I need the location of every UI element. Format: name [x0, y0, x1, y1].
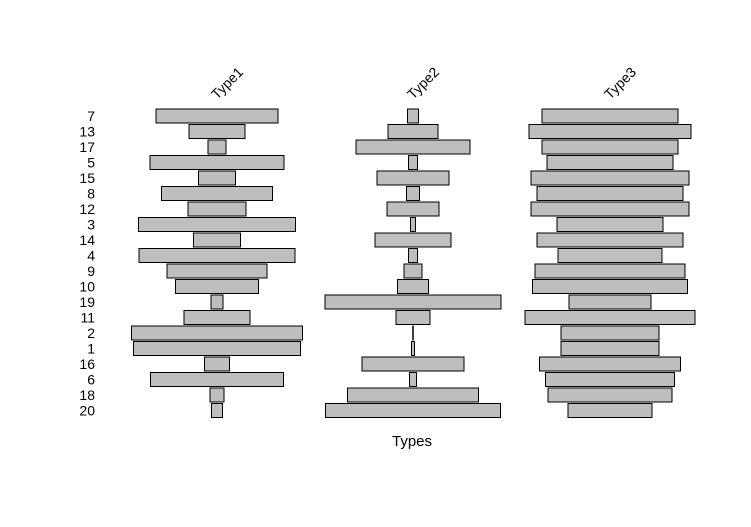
row-label-4: 4 — [87, 248, 95, 264]
bar-type3-3 — [556, 217, 664, 232]
bar-type3-15 — [530, 170, 690, 186]
bar-type1-17 — [207, 139, 227, 155]
bar-type3-1 — [560, 341, 660, 356]
row-label-14: 14 — [79, 232, 95, 248]
row-label-7: 7 — [87, 108, 95, 124]
bar-type3-11 — [524, 310, 696, 325]
bar-type3-14 — [536, 232, 684, 248]
bar-type3-18 — [547, 387, 673, 403]
bar-type2-19 — [324, 294, 502, 310]
bar-type3-5 — [546, 155, 674, 170]
column-label-type3: Type3 — [601, 64, 639, 102]
bar-type1-12 — [187, 201, 247, 217]
bars-group — [131, 108, 696, 418]
row-label-11: 11 — [80, 310, 95, 326]
bar-type1-1 — [133, 341, 301, 356]
bar-type1-18 — [209, 387, 225, 403]
bar-type1-10 — [175, 279, 259, 294]
bar-type1-7 — [155, 108, 279, 124]
bar-type3-10 — [532, 279, 688, 294]
bar-type1-6 — [150, 372, 284, 387]
row-label-9: 9 — [87, 263, 95, 279]
row-label-12: 12 — [79, 201, 95, 217]
column-labels-group: Type1 Type2 Type3 — [208, 64, 639, 102]
bar-type2-16 — [361, 356, 465, 372]
bar-type3-12 — [530, 201, 690, 217]
bar-type1-20 — [211, 403, 223, 418]
bar-type3-13 — [528, 124, 692, 139]
bar-type2-6 — [409, 372, 417, 387]
bar-type3-20 — [567, 403, 653, 418]
bar-type3-17 — [541, 139, 679, 155]
bar-type3-7 — [541, 108, 679, 124]
bar-type2-18 — [347, 387, 479, 403]
row-label-20: 20 — [79, 403, 95, 419]
bar-type3-6 — [545, 372, 675, 387]
bar-type2-17 — [355, 139, 471, 155]
row-label-5: 5 — [87, 155, 95, 171]
bar-type1-9 — [166, 263, 268, 279]
bar-type1-8 — [161, 186, 273, 201]
row-label-15: 15 — [79, 170, 95, 186]
row-label-17: 17 — [79, 139, 95, 155]
bar-type1-5 — [149, 155, 285, 170]
bar-type3-8 — [536, 186, 684, 201]
bar-type2-4 — [408, 248, 418, 263]
bar-type1-3 — [138, 217, 296, 232]
column-label-type1: Type1 — [208, 64, 246, 102]
bar-type2-13 — [387, 124, 439, 139]
row-label-10: 10 — [79, 279, 95, 295]
column-label-type2: Type2 — [404, 64, 442, 102]
bar-type3-19 — [568, 294, 652, 310]
bar-type3-4 — [557, 248, 663, 263]
bar-type1-11 — [183, 310, 251, 325]
bar-type2-11 — [395, 310, 431, 325]
row-label-3: 3 — [87, 217, 95, 233]
bar-type2-3 — [410, 217, 416, 232]
row-label-8: 8 — [87, 186, 95, 202]
bar-type2-15 — [376, 170, 450, 186]
bar-type1-4 — [138, 248, 296, 263]
bar-type2-5 — [408, 155, 418, 170]
bar-type2-2 — [412, 325, 414, 341]
bar-type2-9 — [403, 263, 423, 279]
x-axis-label: Types — [392, 433, 432, 450]
bar-type3-9 — [534, 263, 686, 279]
bar-type1-15 — [198, 170, 236, 186]
bar-type2-1 — [411, 341, 415, 356]
row-label-1: 1 — [87, 341, 95, 357]
bar-type1-2 — [131, 325, 303, 341]
bar-type3-16 — [539, 356, 681, 372]
bar-type2-8 — [406, 186, 420, 201]
row-label-18: 18 — [79, 387, 95, 403]
bar-type2-7 — [407, 108, 419, 124]
bar-type1-16 — [204, 356, 230, 372]
row-label-13: 13 — [79, 124, 95, 140]
bar-type2-14 — [374, 232, 452, 248]
row-label-19: 19 — [79, 294, 95, 310]
bar-type1-14 — [193, 232, 241, 248]
bar-type1-13 — [188, 124, 246, 139]
row-label-6: 6 — [87, 372, 95, 388]
row-label-2: 2 — [87, 325, 95, 341]
bar-type2-12 — [386, 201, 440, 217]
row-label-16: 16 — [79, 356, 95, 372]
bar-type3-2 — [560, 325, 660, 341]
bar-type2-10 — [397, 279, 429, 294]
bar-type2-20 — [325, 403, 501, 418]
bar-type1-19 — [210, 294, 224, 310]
